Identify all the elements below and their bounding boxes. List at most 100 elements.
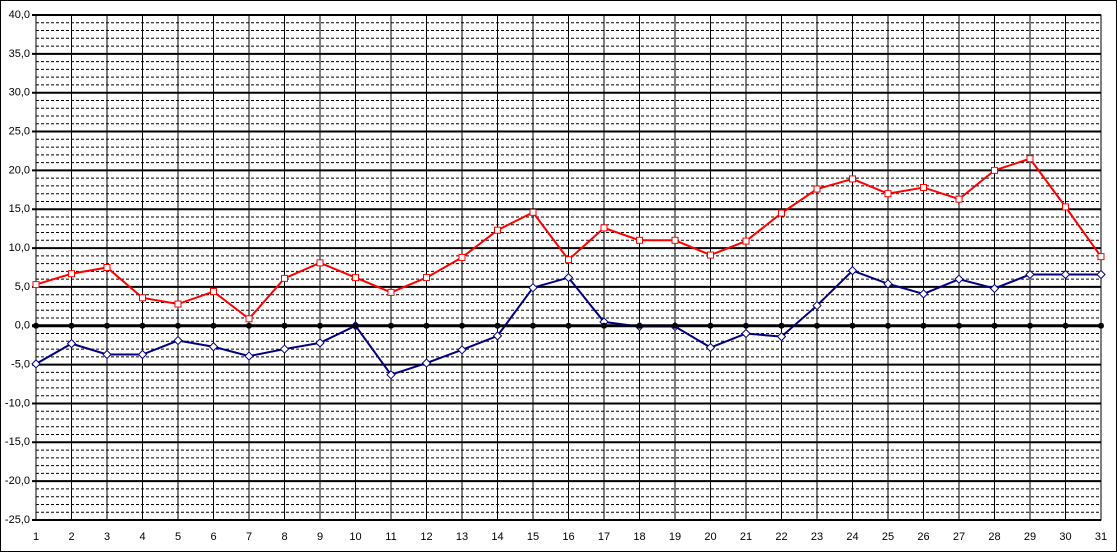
grid: 1 2 3 4 5 6 7 8 9 10 11 12 13 14 15 16 17 18 19 20 21 22 23 24 2… <box>5 9 1107 543</box>
y-tick-label: 5,0 <box>15 281 30 293</box>
x-tick-label: 30 <box>1059 531 1071 543</box>
x-tick-label: 18 <box>633 531 645 543</box>
marker <box>1062 322 1069 329</box>
marker <box>459 322 465 329</box>
marker <box>387 288 395 296</box>
marker <box>1025 269 1035 280</box>
x-tick-label: 12 <box>420 531 432 543</box>
marker <box>103 264 111 271</box>
marker <box>421 358 432 368</box>
x-tick-label: 22 <box>775 531 787 543</box>
marker <box>1096 269 1106 280</box>
marker <box>457 345 467 355</box>
marker <box>814 322 820 329</box>
marker <box>315 338 325 348</box>
marker <box>989 283 1000 294</box>
marker <box>705 342 716 353</box>
marker <box>565 256 572 264</box>
marker <box>672 322 678 329</box>
marker <box>813 185 821 193</box>
marker <box>494 226 501 234</box>
x-tick-label: 7 <box>246 531 252 543</box>
x-tick-label: 6 <box>210 531 216 543</box>
marker <box>317 322 323 329</box>
marker <box>636 236 643 244</box>
x-tick-label: 13 <box>456 531 468 543</box>
marker <box>245 315 253 323</box>
marker <box>955 195 963 203</box>
x-tick-label: 4 <box>139 531 145 543</box>
marker <box>563 272 574 283</box>
marker <box>102 349 112 360</box>
y-tick-label: 25,0 <box>9 125 30 137</box>
x-tick-label: 19 <box>669 531 681 543</box>
marker <box>1097 253 1105 261</box>
marker <box>423 274 430 282</box>
marker <box>743 322 749 329</box>
x-tick-label: 2 <box>68 531 74 543</box>
x-tick-label: 1 <box>33 531 39 543</box>
y-tick-label: -10,0 <box>5 397 30 409</box>
y-tick-label: 20,0 <box>9 164 30 176</box>
marker <box>352 322 359 329</box>
marker <box>139 322 146 329</box>
y-tick-label: 40,0 <box>9 9 30 21</box>
marker <box>208 342 219 352</box>
x-tick-label: 29 <box>1024 531 1036 543</box>
x-tick-label: 28 <box>988 531 1000 543</box>
y-tick-label: 30,0 <box>9 87 30 99</box>
x-tick-label: 8 <box>281 531 287 543</box>
marker <box>210 288 217 296</box>
marker <box>601 322 607 329</box>
marker <box>244 351 254 361</box>
marker <box>847 265 858 276</box>
marker <box>68 270 75 278</box>
marker <box>707 251 714 259</box>
marker <box>174 300 182 308</box>
marker <box>636 322 643 329</box>
marker <box>494 322 501 329</box>
x-tick-label: 24 <box>846 531 858 543</box>
x-tick-label: 16 <box>562 531 574 543</box>
x-tick-label: 15 <box>527 531 539 543</box>
marker <box>528 282 538 293</box>
marker <box>33 322 39 329</box>
marker <box>66 338 77 349</box>
x-tick-label: 31 <box>1095 531 1107 543</box>
marker <box>281 322 288 329</box>
marker <box>279 344 290 354</box>
y-tick-label: 15,0 <box>9 203 30 215</box>
marker <box>565 322 572 329</box>
marker <box>991 322 998 329</box>
marker <box>281 274 288 282</box>
marker <box>31 359 41 369</box>
x-tick-label: 20 <box>704 531 716 543</box>
marker <box>173 335 183 346</box>
marker <box>210 322 217 329</box>
y-tick-label: -5,0 <box>11 359 30 371</box>
marker <box>885 322 891 329</box>
marker <box>104 322 110 329</box>
marker <box>600 224 608 232</box>
marker <box>1062 203 1069 211</box>
marker <box>741 328 751 339</box>
marker <box>1027 322 1033 329</box>
x-tick-label: 9 <box>317 531 323 543</box>
marker <box>32 281 40 289</box>
y-tick-label: -20,0 <box>5 475 30 487</box>
marker <box>956 322 962 329</box>
marker <box>492 331 503 341</box>
marker <box>386 370 396 380</box>
marker <box>954 274 964 284</box>
marker <box>68 322 75 329</box>
marker <box>849 322 856 329</box>
x-tick-label: 23 <box>811 531 823 543</box>
marker <box>458 253 466 261</box>
y-tick-label: -15,0 <box>5 436 30 448</box>
marker <box>918 289 929 299</box>
marker <box>530 322 536 329</box>
marker <box>246 322 252 329</box>
marker <box>920 183 927 191</box>
marker <box>707 322 714 329</box>
